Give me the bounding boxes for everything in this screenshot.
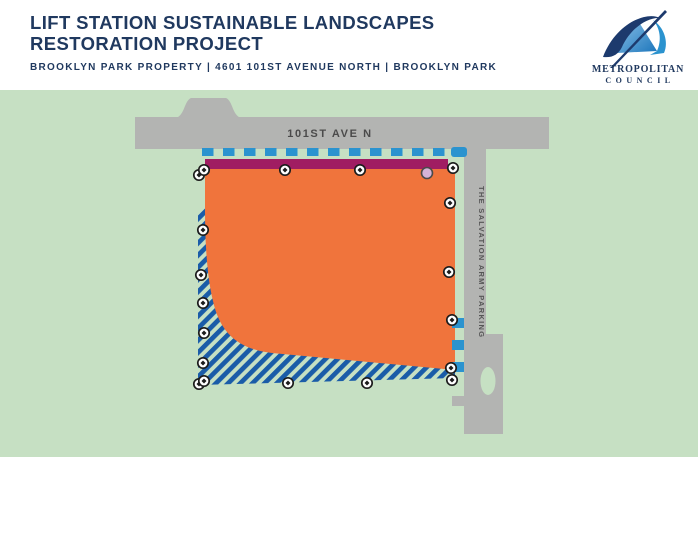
boundary-marker	[197, 326, 211, 340]
boundary-marker	[197, 163, 211, 177]
road-label-101st-ave: 101ST AVE N	[287, 128, 372, 140]
boundary-marker	[442, 265, 456, 279]
logo-wordmark-metropolitan: METROPOLITAN	[592, 64, 684, 75]
roads	[135, 98, 549, 434]
parking-island	[480, 367, 496, 395]
turf-dash	[244, 148, 256, 156]
logo-wordmark-council: COUNCIL	[605, 76, 674, 85]
turf-dash	[370, 148, 382, 156]
page-subtitle: BROOKLYN PARK PROPERTY | 4601 101ST AVEN…	[30, 62, 498, 73]
turf-dash	[452, 340, 464, 350]
page-title-line2: RESTORATION PROJECT	[30, 33, 264, 54]
page-title-line1: LIFT STATION SUSTAINABLE LANDSCAPES	[30, 12, 435, 33]
road-salvation-army-upper	[464, 148, 486, 336]
boundary-marker	[194, 268, 208, 282]
boundary-marker	[446, 161, 460, 175]
road-label-salvation-army: THE SALVATION ARMY PARKING	[477, 186, 486, 338]
turf-dash	[391, 148, 403, 156]
turf-dash	[328, 148, 340, 156]
road-ledge	[452, 396, 464, 406]
page-title: LIFT STATION SUSTAINABLE LANDSCAPES REST…	[30, 12, 590, 54]
turf-dash	[433, 148, 445, 156]
boundary-marker	[445, 373, 459, 387]
turf-dash	[202, 148, 214, 156]
legend: WOODLAND EDGE DRY MESIC PRAIRIE BEE LAWN…	[0, 457, 698, 540]
boundary-marker	[360, 376, 374, 390]
dry-mesic-prairie-region	[205, 169, 455, 370]
turf-dash-corner	[451, 147, 467, 157]
header: LIFT STATION SUSTAINABLE LANDSCAPES REST…	[0, 0, 698, 90]
turf-dash	[307, 148, 319, 156]
turf-dash	[223, 148, 235, 156]
boundary-marker	[278, 163, 292, 177]
standard-turf-dashes	[202, 147, 467, 372]
boundary-marker	[196, 356, 210, 370]
turf-dash	[265, 148, 277, 156]
turf-dash	[412, 148, 424, 156]
boundary-marker	[443, 196, 457, 210]
road-101st-ave	[135, 117, 549, 149]
boundary-marker	[196, 223, 210, 237]
landscapes-message-center-marker	[420, 166, 434, 180]
turf-dash	[349, 148, 361, 156]
turf-dash	[452, 318, 464, 328]
turf-dash	[452, 362, 464, 372]
boundary-marker	[196, 296, 210, 310]
boundary-marker	[353, 163, 367, 177]
metropolitan-council-logo: METROPOLITAN COUNCIL	[592, 10, 684, 85]
boundary-marker	[197, 374, 211, 388]
road-driveway-stub	[176, 98, 241, 118]
boundary-marker	[444, 361, 458, 375]
bee-lawn-buffer-region	[205, 159, 448, 169]
logo-swoosh-icon	[603, 10, 667, 68]
turf-dash	[286, 148, 298, 156]
site-map: 101ST AVE N THE SALVATION ARMY PARKING	[0, 90, 698, 457]
boundary-marker	[281, 376, 295, 390]
boundary-marker	[445, 313, 459, 327]
